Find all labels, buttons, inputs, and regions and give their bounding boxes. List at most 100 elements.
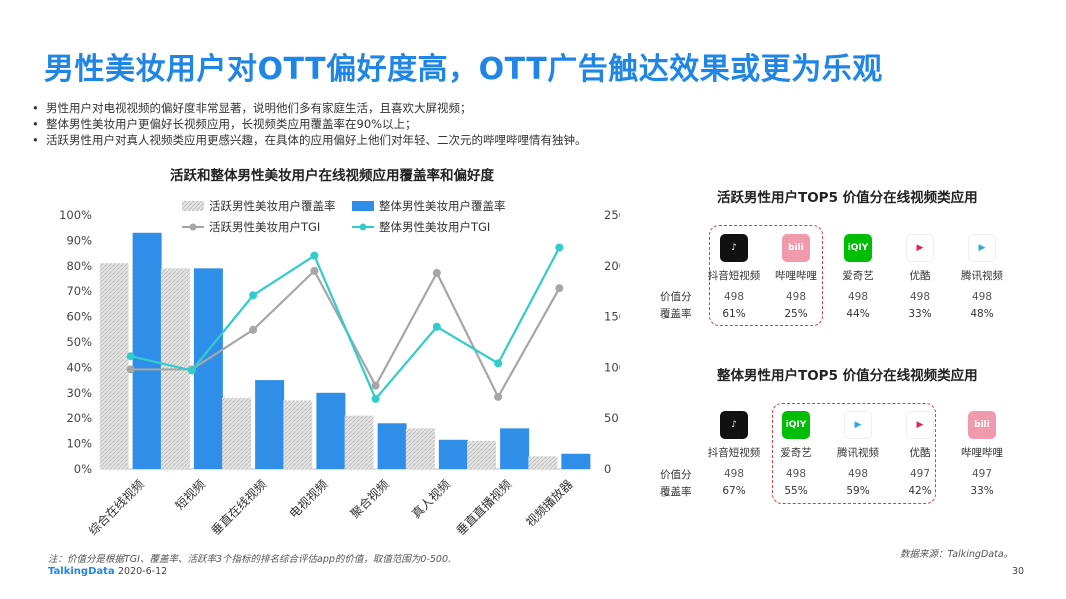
footnote: 注：价值分是根据TGI、覆盖率、活跃率3个指标的排名综合评估app的价值，取值范… xyxy=(48,554,452,565)
app-coverage: 33% xyxy=(970,485,994,497)
app-name: 抖音短视频 xyxy=(707,447,761,459)
footer-date: 2020-6-12 xyxy=(118,566,168,577)
app-card: ▶ 腾讯视频 498 48% xyxy=(950,234,1014,320)
x-tick-label: 真人视频 xyxy=(408,477,453,522)
app-value-score: 497 xyxy=(971,468,993,480)
page-number: 30 xyxy=(1012,566,1025,577)
row-label-coverage: 覆盖率 xyxy=(660,486,692,498)
point-all-tgi xyxy=(310,251,319,260)
douyin-icon: ♪ xyxy=(720,234,748,262)
bar-active-coverage xyxy=(467,441,497,469)
app-value-score: 497 xyxy=(909,468,931,480)
app-card: ▶ 腾讯视频 498 59% xyxy=(826,411,890,497)
app-card: bili 哔哩哔哩 497 33% xyxy=(950,411,1014,497)
bar-all-coverage xyxy=(561,453,591,469)
app-coverage: 67% xyxy=(722,485,746,497)
point-active-tgi xyxy=(249,325,258,334)
app-name: 爱奇艺 xyxy=(842,270,874,282)
point-all-tgi xyxy=(187,366,196,375)
point-all-tgi xyxy=(371,394,380,403)
point-all-tgi xyxy=(555,243,564,252)
legend-marker xyxy=(189,223,197,231)
y-left-tick-label: 70% xyxy=(66,284,92,298)
bullet-item: 整体男性美妆用户更偏好长视频应用，长视频类应用覆盖率在90%以上； xyxy=(30,116,587,132)
app-name: 腾讯视频 xyxy=(837,447,879,459)
app-name: 优酷 xyxy=(909,270,931,282)
app-value-score: 498 xyxy=(909,291,931,303)
point-all-tgi xyxy=(126,352,135,361)
point-all-tgi xyxy=(494,359,503,368)
bar-active-coverage xyxy=(222,397,252,469)
point-all-tgi xyxy=(432,322,441,331)
app-card: bili 哔哩哔哩 498 25% xyxy=(764,234,828,320)
legend-label: 整体男性美妆用户覆盖率 xyxy=(379,199,506,213)
highlight-box xyxy=(709,225,823,326)
row-label-coverage: 覆盖率 xyxy=(660,308,692,320)
legend-label: 活跃男性美妆用户覆盖率 xyxy=(209,199,336,213)
bar-all-coverage xyxy=(500,428,530,469)
bar-active-coverage xyxy=(344,415,374,469)
line-all-tgi xyxy=(130,246,561,401)
y-left-tick-label: 30% xyxy=(66,386,92,400)
tencent-video-icon: ▶ xyxy=(844,411,872,439)
page-title: 男性美妆用户对OTT偏好度高，OTT广告触达效果或更为乐观 xyxy=(44,52,883,87)
point-active-tgi xyxy=(555,284,564,293)
app-coverage: 25% xyxy=(784,308,808,320)
bar-all-coverage xyxy=(316,392,346,469)
app-card: ▶ 优酷 497 42% xyxy=(888,411,952,497)
y-right-tick-label: 150 xyxy=(604,310,620,324)
app-card: ▶ 优酷 498 33% xyxy=(888,234,952,320)
bar-all-coverage xyxy=(193,268,223,469)
bar-all-coverage xyxy=(132,232,162,469)
x-tick-label: 短视频 xyxy=(172,477,208,513)
bullet-item: 活跃男性用户对真人视频类应用更感兴趣，在具体的应用偏好上他们对年轻、二次元的哔哩… xyxy=(30,132,587,148)
bar-active-coverage xyxy=(405,428,435,469)
iqiyi-icon: iQIY xyxy=(782,411,810,439)
all-panel-title: 整体男性用户TOP5 价值分在线视频类应用 xyxy=(717,368,978,384)
x-tick-label: 视频播放器 xyxy=(522,477,575,530)
y-right-tick-label: 200 xyxy=(604,259,620,273)
bar-active-coverage xyxy=(528,456,558,469)
app-name: 优酷 xyxy=(909,447,931,459)
legend-swatch-active-coverage xyxy=(182,201,204,211)
app-card: ♪ 抖音短视频 498 61% xyxy=(702,234,766,320)
app-value-score: 498 xyxy=(971,291,993,303)
bullet-item: 男性用户对电视视频的偏好度非常显著，说明他们多有家庭生活，且喜欢大屏视频； xyxy=(30,100,587,116)
bilibili-icon: bili xyxy=(968,411,996,439)
highlight-box xyxy=(772,403,936,504)
tencent-video-icon: ▶ xyxy=(968,234,996,262)
x-tick-label: 电视视频 xyxy=(286,477,331,522)
app-value-score: 498 xyxy=(723,291,745,303)
app-name: 抖音短视频 xyxy=(707,270,761,282)
app-coverage: 55% xyxy=(784,485,808,497)
app-value-score: 498 xyxy=(785,468,807,480)
legend-label: 活跃男性美妆用户TGI xyxy=(209,220,320,234)
legend-label: 整体男性美妆用户TGI xyxy=(379,220,490,234)
legend-swatch-all-coverage xyxy=(352,201,374,211)
bar-active-coverage xyxy=(283,400,313,469)
point-active-tgi xyxy=(371,381,380,390)
douyin-icon: ♪ xyxy=(720,411,748,439)
app-card: ♪ 抖音短视频 498 67% xyxy=(702,411,766,497)
legend-marker xyxy=(359,223,367,231)
y-left-tick-label: 100% xyxy=(59,208,92,222)
app-name: 腾讯视频 xyxy=(961,270,1003,282)
point-active-tgi xyxy=(126,365,135,374)
bullet-list: 男性用户对电视视频的偏好度非常显著，说明他们多有家庭生活，且喜欢大屏视频； 整体… xyxy=(30,100,587,148)
app-value-score: 498 xyxy=(847,291,869,303)
bilibili-icon: bili xyxy=(782,234,810,262)
x-tick-label: 聚合视频 xyxy=(347,477,392,522)
bar-all-coverage xyxy=(377,423,407,469)
x-tick-label: 垂直直播视频 xyxy=(453,477,515,539)
y-left-tick-label: 90% xyxy=(66,233,92,247)
y-left-tick-label: 20% xyxy=(66,411,92,425)
app-name: 哔哩哔哩 xyxy=(775,270,817,282)
active-panel-title: 活跃男性用户TOP5 价值分在线视频类应用 xyxy=(717,190,978,206)
point-all-tgi xyxy=(249,291,258,300)
bar-active-coverage xyxy=(99,263,129,469)
chart-title: 活跃和整体男性美妆用户在线视频应用覆盖率和偏好度 xyxy=(170,168,494,184)
y-right-tick-label: 100 xyxy=(604,360,620,374)
y-right-tick-label: 50 xyxy=(604,411,619,425)
app-coverage: 33% xyxy=(908,308,932,320)
